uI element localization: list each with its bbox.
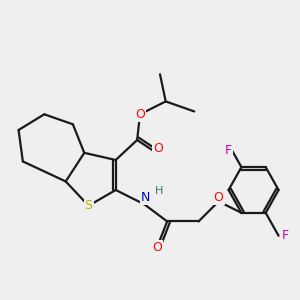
Text: F: F bbox=[281, 229, 288, 242]
Text: S: S bbox=[85, 199, 93, 212]
Text: O: O bbox=[135, 108, 145, 121]
Text: O: O bbox=[214, 191, 224, 205]
Text: O: O bbox=[152, 241, 162, 254]
Text: N: N bbox=[141, 190, 150, 204]
Text: F: F bbox=[225, 144, 232, 157]
Text: H: H bbox=[155, 186, 163, 197]
Text: O: O bbox=[153, 142, 163, 155]
